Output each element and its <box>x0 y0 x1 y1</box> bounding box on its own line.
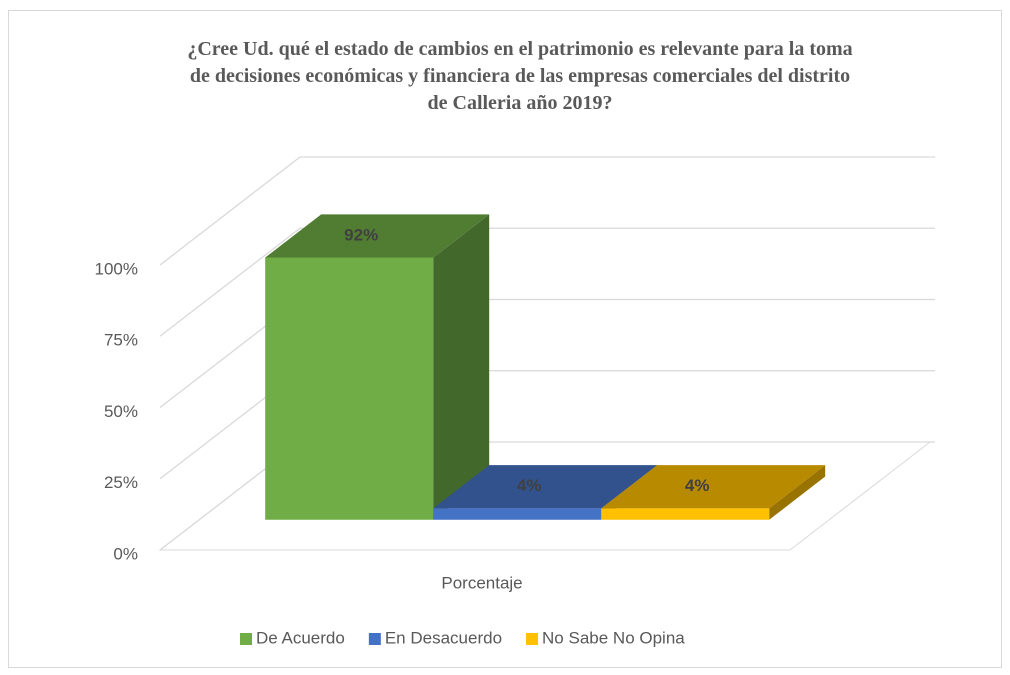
bar-side <box>769 465 826 520</box>
bar-side <box>433 214 490 520</box>
x-tick-label: Porcentaje <box>441 573 522 592</box>
grid-line <box>159 227 935 337</box>
legend-swatch <box>240 633 252 645</box>
legend-swatch <box>368 633 381 645</box>
y-tick-label: 25% <box>104 473 138 492</box>
chart-title: ¿Cree Ud. qué el estado de cambios en el… <box>187 38 853 114</box>
legend-label: De Acuerdo <box>256 628 345 647</box>
data-label: 4% <box>685 476 710 495</box>
y-tick-label: 100% <box>95 259 138 278</box>
data-label: 92% <box>344 225 378 244</box>
y-tick-label: 0% <box>113 544 138 563</box>
legend-label: No Sabe No Opina <box>542 628 685 647</box>
chart-border <box>8 10 1002 668</box>
legend-label: En Desacuerdo <box>385 628 502 647</box>
grid-line <box>159 156 935 266</box>
bar-top <box>433 465 658 509</box>
bar <box>265 257 434 520</box>
bar-top <box>265 214 490 258</box>
y-tick-label: 50% <box>104 402 138 421</box>
bar-top <box>601 465 826 509</box>
data-label: 4% <box>517 476 542 495</box>
legend-swatch <box>526 633 539 645</box>
bar <box>433 508 602 520</box>
bar <box>601 508 770 520</box>
y-tick-label: 75% <box>104 331 138 350</box>
